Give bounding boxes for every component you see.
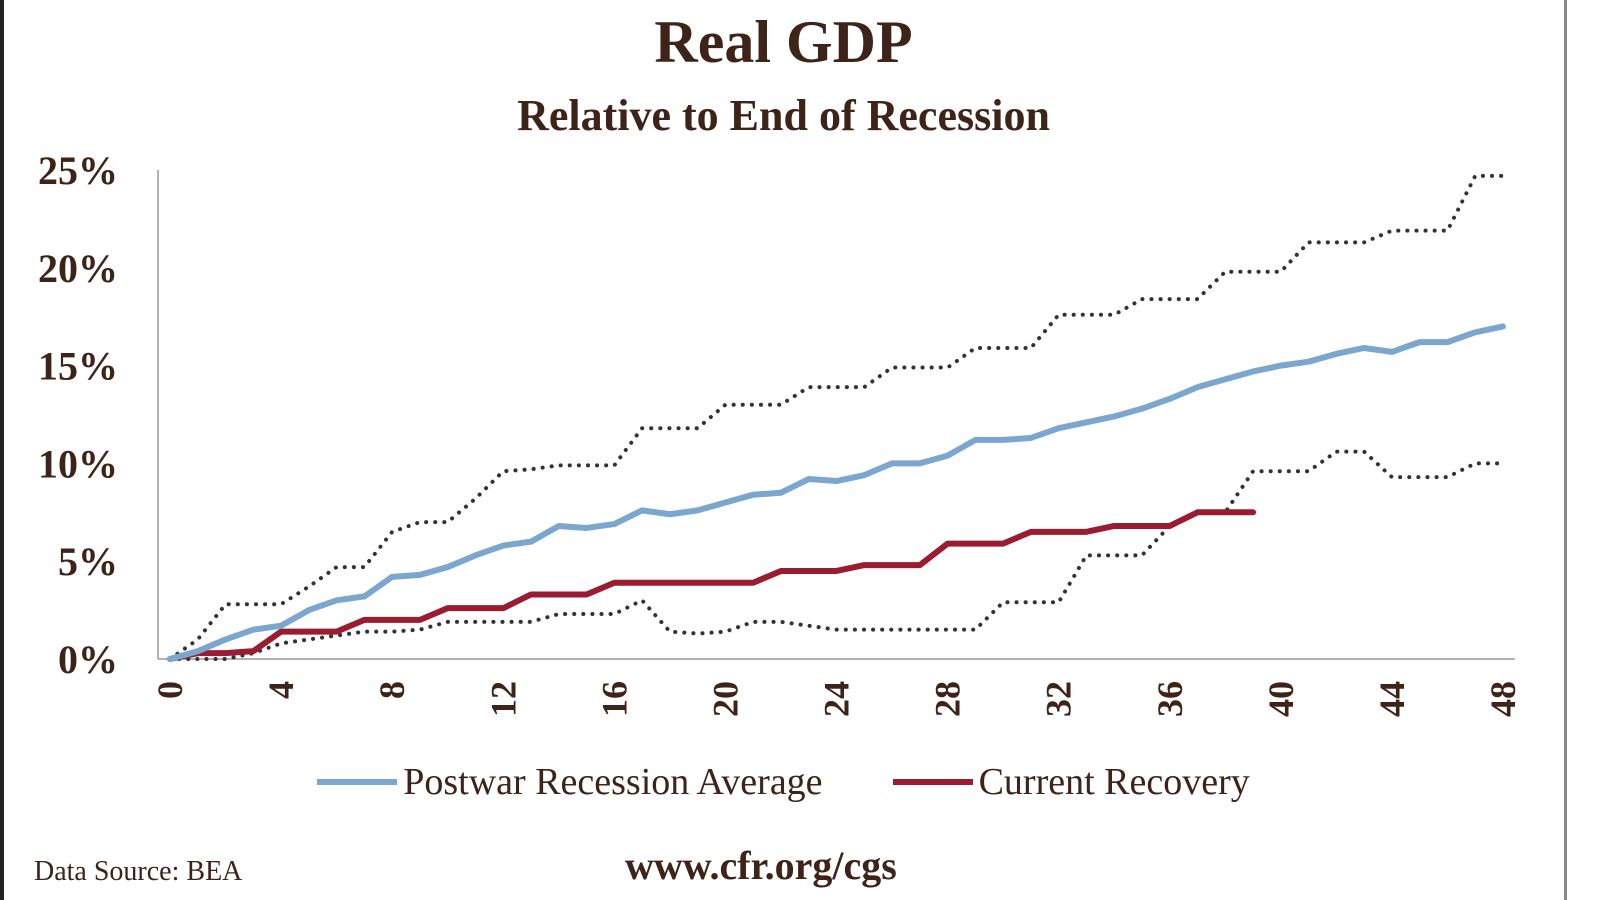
- x-tick-label: 48: [1483, 681, 1523, 717]
- y-tick-label: 15%: [38, 344, 118, 389]
- chart-title: Real GDP: [654, 9, 913, 75]
- series-line-postwar-recession-average: [167, 323, 1506, 662]
- series-line-upper-bound: [168, 173, 1505, 661]
- legend-swatch-current: [892, 779, 973, 785]
- x-tick-label: 20: [705, 681, 745, 717]
- series-line-lower-bound: [168, 449, 1505, 661]
- x-tick-label: 4: [261, 681, 301, 699]
- source-url: www.cfr.org/cgs: [625, 843, 897, 888]
- chart-frame: [0, 0, 1567, 900]
- legend-label-average: Postwar Recession Average: [403, 761, 823, 803]
- legend-swatch-average: [317, 779, 398, 785]
- chart-subtitle: Relative to End of Recession: [517, 91, 1050, 140]
- x-tick-label: 40: [1261, 681, 1301, 717]
- x-tick-label: 36: [1150, 681, 1190, 717]
- legend-label-current: Current Recovery: [978, 761, 1250, 803]
- data-source: Data Source: BEA: [34, 856, 243, 887]
- y-tick-label: 10%: [38, 441, 118, 486]
- x-tick-label: 44: [1372, 681, 1412, 717]
- x-tick-label: 28: [928, 681, 968, 717]
- x-tick-label: 24: [817, 681, 857, 717]
- x-tick-label: 12: [483, 681, 523, 717]
- series-line-current-recovery: [167, 509, 1257, 662]
- y-tick-label: 5%: [58, 539, 118, 584]
- legend-item-average: Postwar Recession Average: [317, 760, 823, 804]
- legend-item-current: Current Recovery: [892, 760, 1250, 804]
- x-tick-label: 0: [150, 681, 190, 699]
- x-tick-label: 8: [372, 681, 412, 699]
- y-tick-label: 25%: [38, 148, 118, 193]
- x-tick-label: 16: [594, 681, 634, 717]
- y-tick-label: 20%: [38, 246, 118, 291]
- chart-plot: 0%5%10%15%20%25%0 4 8 12 16 20 24 28 32 36 40 44 48: [38, 148, 1523, 717]
- x-tick-label: 32: [1039, 681, 1079, 717]
- legend: Postwar Recession Average Current Recove…: [0, 760, 1567, 804]
- y-tick-label: 0%: [58, 637, 118, 682]
